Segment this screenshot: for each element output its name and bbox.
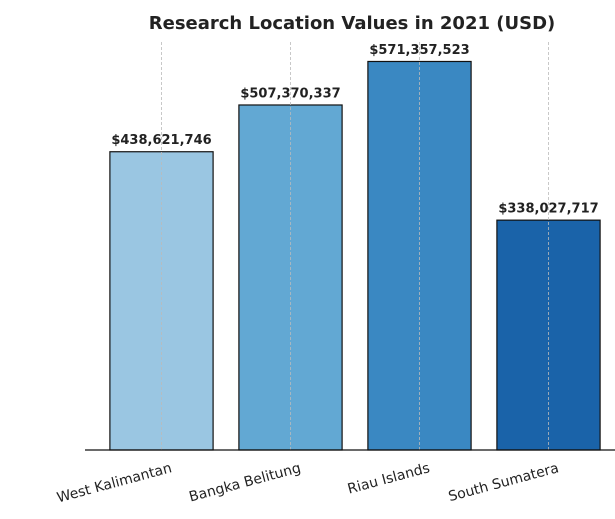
value-label: $571,357,523: [369, 43, 469, 58]
x-tick-label: Riau Islands: [346, 460, 432, 497]
value-label: $438,621,746: [111, 133, 211, 148]
chart-title: Research Location Values in 2021 (USD): [149, 13, 556, 34]
x-tick-label: South Sumatera: [447, 460, 561, 505]
x-tick-label: West Kalimantan: [55, 460, 173, 506]
bar: [367, 60, 472, 451]
x-tick-label: Bangka Belitung: [187, 460, 302, 505]
bar: [109, 151, 214, 451]
